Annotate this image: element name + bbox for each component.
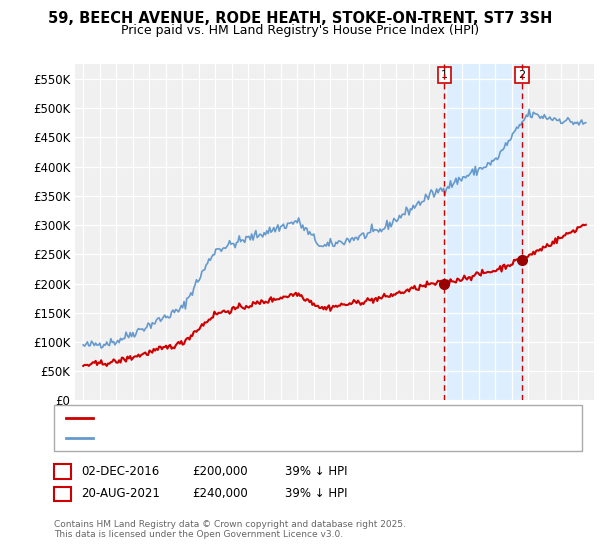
Text: 1: 1 xyxy=(59,466,66,477)
Text: 59, BEECH AVENUE, RODE HEATH, STOKE-ON-TRENT, ST7 3SH: 59, BEECH AVENUE, RODE HEATH, STOKE-ON-T… xyxy=(48,11,552,26)
Text: 2: 2 xyxy=(59,489,66,499)
Text: 59, BEECH AVENUE, RODE HEATH, STOKE-ON-TRENT, ST7 3SH (detached house): 59, BEECH AVENUE, RODE HEATH, STOKE-ON-T… xyxy=(97,413,515,423)
Text: 39% ↓ HPI: 39% ↓ HPI xyxy=(285,487,347,501)
Text: 2: 2 xyxy=(518,70,526,80)
Text: HPI: Average price, detached house, Cheshire East: HPI: Average price, detached house, Ches… xyxy=(97,433,362,443)
Text: 1: 1 xyxy=(441,70,448,80)
Text: £240,000: £240,000 xyxy=(192,487,248,501)
Text: £200,000: £200,000 xyxy=(192,465,248,478)
Text: Contains HM Land Registry data © Crown copyright and database right 2025.
This d: Contains HM Land Registry data © Crown c… xyxy=(54,520,406,539)
Text: Price paid vs. HM Land Registry's House Price Index (HPI): Price paid vs. HM Land Registry's House … xyxy=(121,24,479,36)
Text: 39% ↓ HPI: 39% ↓ HPI xyxy=(285,465,347,478)
Text: 20-AUG-2021: 20-AUG-2021 xyxy=(81,487,160,501)
Text: 02-DEC-2016: 02-DEC-2016 xyxy=(81,465,159,478)
Bar xyxy=(445,64,522,400)
